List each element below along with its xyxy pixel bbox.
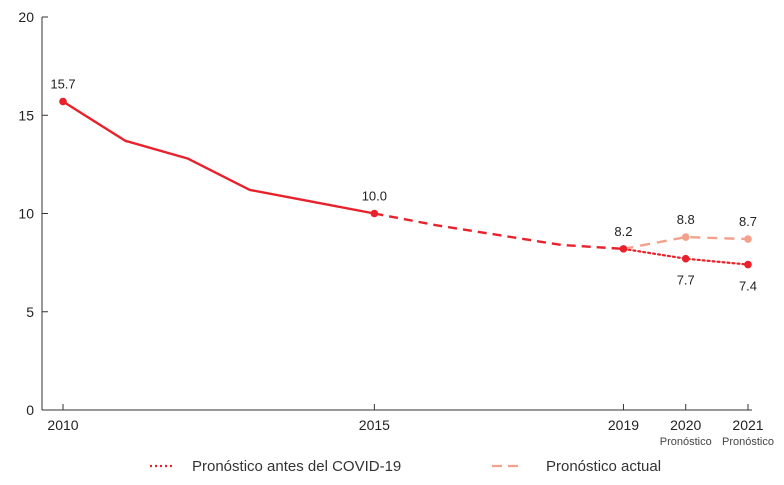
- data-point: [681, 254, 690, 263]
- series-line-1: [374, 212, 624, 251]
- x-tick-label: 2010: [47, 417, 78, 433]
- data-point: [681, 233, 690, 241]
- data-label: 8.7: [739, 214, 757, 229]
- series-lines: [62, 100, 750, 266]
- y-tick-label: 15: [18, 107, 34, 123]
- data-point: [744, 260, 752, 269]
- data-points: 15.7 10.0 8.2 8.8 8.7 7.7 7.4: [50, 76, 757, 293]
- data-label: 8.2: [614, 224, 632, 239]
- x-tick-sublabel: Pronóstico: [722, 436, 774, 448]
- legend-label: Pronóstico antes del COVID-19: [192, 458, 401, 475]
- data-point: [370, 209, 379, 218]
- axes: 0 5 10 15 20 2010 2015 2019 2020 Pronóstico 2021 Pr…: [18, 9, 774, 448]
- x-tick-sublabel: Pronóstico: [660, 436, 712, 448]
- data-point: [59, 97, 67, 106]
- data-label: 15.7: [50, 76, 75, 91]
- y-tick-label: 20: [18, 9, 34, 25]
- y-tick-label: 0: [26, 402, 34, 418]
- data-label: 10.0: [362, 189, 387, 204]
- x-tick-label: 2015: [359, 417, 390, 433]
- data-point: [744, 235, 752, 243]
- y-tick-label: 5: [26, 304, 34, 320]
- series-line-0: [62, 100, 375, 215]
- x-tick-label: 2021: [732, 417, 763, 433]
- legend: Pronóstico antes del COVID-19 Pronóstico …: [150, 458, 661, 475]
- data-point: [619, 245, 628, 253]
- data-label: 7.4: [739, 279, 757, 294]
- x-tick-label: 2020: [670, 417, 701, 433]
- legend-label: Pronóstico actual: [546, 458, 661, 475]
- y-tick-label: 10: [18, 206, 34, 222]
- data-label: 8.8: [677, 212, 695, 227]
- series-line-3: [623, 235, 749, 251]
- x-tick-label: 2019: [608, 417, 639, 433]
- data-label: 7.7: [677, 273, 695, 288]
